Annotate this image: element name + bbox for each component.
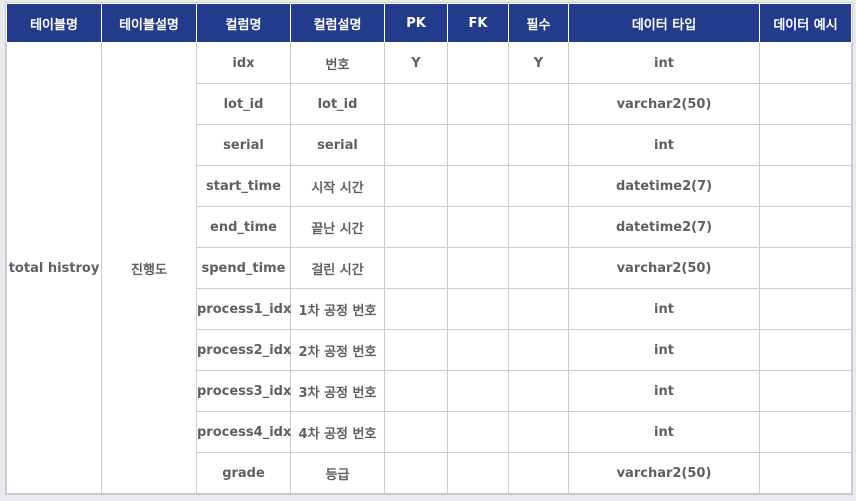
- data-example-cell: [759, 370, 852, 412]
- column-description-cell: 번호: [290, 42, 385, 84]
- fk-cell: [447, 83, 509, 125]
- table-row: process3_idx 3차 공정 번호 int: [7, 370, 852, 412]
- pk-cell: Y: [384, 42, 448, 84]
- required-cell: [508, 329, 569, 371]
- required-cell: [508, 124, 569, 166]
- data-example-cell: [759, 247, 852, 289]
- table-row: grade 등급 varchar2(50): [7, 452, 852, 494]
- header-data-type: 데이터 타입: [568, 3, 760, 43]
- column-name-cell: grade: [196, 452, 291, 494]
- fk-cell: [447, 411, 509, 453]
- required-cell: [508, 452, 569, 494]
- data-type-cell: int: [568, 42, 760, 84]
- header-table-name: 테이블명: [6, 3, 102, 43]
- header-row: 테이블명 테이블설명 컬럼명 컬럼설명 PK FK 필수 데이터 타입 데이터 …: [6, 3, 852, 43]
- column-name-cell: idx: [196, 42, 291, 84]
- data-type-cell: int: [568, 124, 760, 166]
- pk-cell: [384, 165, 448, 207]
- data-example-cell: [759, 83, 852, 125]
- column-description-cell: 2차 공정 번호: [290, 329, 385, 371]
- column-description-cell: 걸린 시간: [290, 247, 385, 289]
- pk-cell: [384, 83, 448, 125]
- data-type-cell: datetime2(7): [568, 206, 760, 248]
- pk-cell: [384, 452, 448, 494]
- data-example-cell: [759, 42, 852, 84]
- data-type-cell: int: [568, 288, 760, 330]
- required-cell: [508, 370, 569, 412]
- data-type-cell: varchar2(50): [568, 452, 760, 494]
- data-type-cell: int: [568, 329, 760, 371]
- table-row: lot_id lot_id varchar2(50): [7, 83, 852, 125]
- required-cell: [508, 411, 569, 453]
- fk-cell: [447, 42, 509, 84]
- column-description-cell: 4차 공정 번호: [290, 411, 385, 453]
- column-name-cell: end_time: [196, 206, 291, 248]
- header-fk: FK: [447, 3, 509, 43]
- column-name-cell: serial: [196, 124, 291, 166]
- fk-cell: [447, 206, 509, 248]
- header-data-example: 데이터 예시: [759, 3, 852, 43]
- pk-cell: [384, 370, 448, 412]
- header-pk: PK: [384, 3, 448, 43]
- column-description-cell: serial: [290, 124, 385, 166]
- data-example-cell: [759, 206, 852, 248]
- required-cell: [508, 288, 569, 330]
- required-cell: [508, 83, 569, 125]
- fk-cell: [447, 165, 509, 207]
- fk-cell: [447, 370, 509, 412]
- required-cell: Y: [508, 42, 569, 84]
- pk-cell: [384, 247, 448, 289]
- data-example-cell: [759, 329, 852, 371]
- pk-cell: [384, 124, 448, 166]
- data-example-cell: [759, 411, 852, 453]
- column-name-cell: start_time: [196, 165, 291, 207]
- column-name-cell: process1_idx: [196, 288, 291, 330]
- schema-table: 테이블명 테이블설명 컬럼명 컬럼설명 PK FK 필수 데이터 타입 데이터 …: [5, 2, 853, 495]
- fk-cell: [447, 452, 509, 494]
- data-type-cell: datetime2(7): [568, 165, 760, 207]
- data-example-cell: [759, 452, 852, 494]
- data-example-cell: [759, 165, 852, 207]
- table-description-cell: 진행도: [101, 42, 197, 494]
- data-type-cell: varchar2(50): [568, 83, 760, 125]
- fk-cell: [447, 329, 509, 371]
- fk-cell: [447, 124, 509, 166]
- column-name-cell: lot_id: [196, 83, 291, 125]
- column-description-cell: 끝난 시간: [290, 206, 385, 248]
- column-name-cell: process3_idx: [196, 370, 291, 412]
- column-description-cell: 1차 공정 번호: [290, 288, 385, 330]
- table-row: serial serial int: [7, 124, 852, 166]
- pk-cell: [384, 206, 448, 248]
- data-example-cell: [759, 288, 852, 330]
- data-type-cell: int: [568, 370, 760, 412]
- data-type-cell: int: [568, 411, 760, 453]
- column-name-cell: spend_time: [196, 247, 291, 289]
- fk-cell: [447, 247, 509, 289]
- data-example-cell: [759, 124, 852, 166]
- table-row: process4_idx 4차 공정 번호 int: [7, 411, 852, 453]
- table-name-cell: total histroy: [6, 42, 102, 494]
- header-required: 필수: [508, 3, 569, 43]
- table-row: process2_idx 2차 공정 번호 int: [7, 329, 852, 371]
- pk-cell: [384, 288, 448, 330]
- schema-table-container: 테이블명 테이블설명 컬럼명 컬럼설명 PK FK 필수 데이터 타입 데이터 …: [5, 2, 853, 495]
- header-column-description: 컬럼설명: [290, 3, 385, 43]
- column-description-cell: 시작 시간: [290, 165, 385, 207]
- column-description-cell: 3차 공정 번호: [290, 370, 385, 412]
- data-type-cell: varchar2(50): [568, 247, 760, 289]
- header-table-description: 테이블설명: [101, 3, 197, 43]
- column-description-cell: lot_id: [290, 83, 385, 125]
- required-cell: [508, 206, 569, 248]
- column-description-cell: 등급: [290, 452, 385, 494]
- pk-cell: [384, 329, 448, 371]
- column-name-cell: process4_idx: [196, 411, 291, 453]
- required-cell: [508, 247, 569, 289]
- required-cell: [508, 165, 569, 207]
- header-column-name: 컬럼명: [196, 3, 291, 43]
- fk-cell: [447, 288, 509, 330]
- pk-cell: [384, 411, 448, 453]
- column-name-cell: process2_idx: [196, 329, 291, 371]
